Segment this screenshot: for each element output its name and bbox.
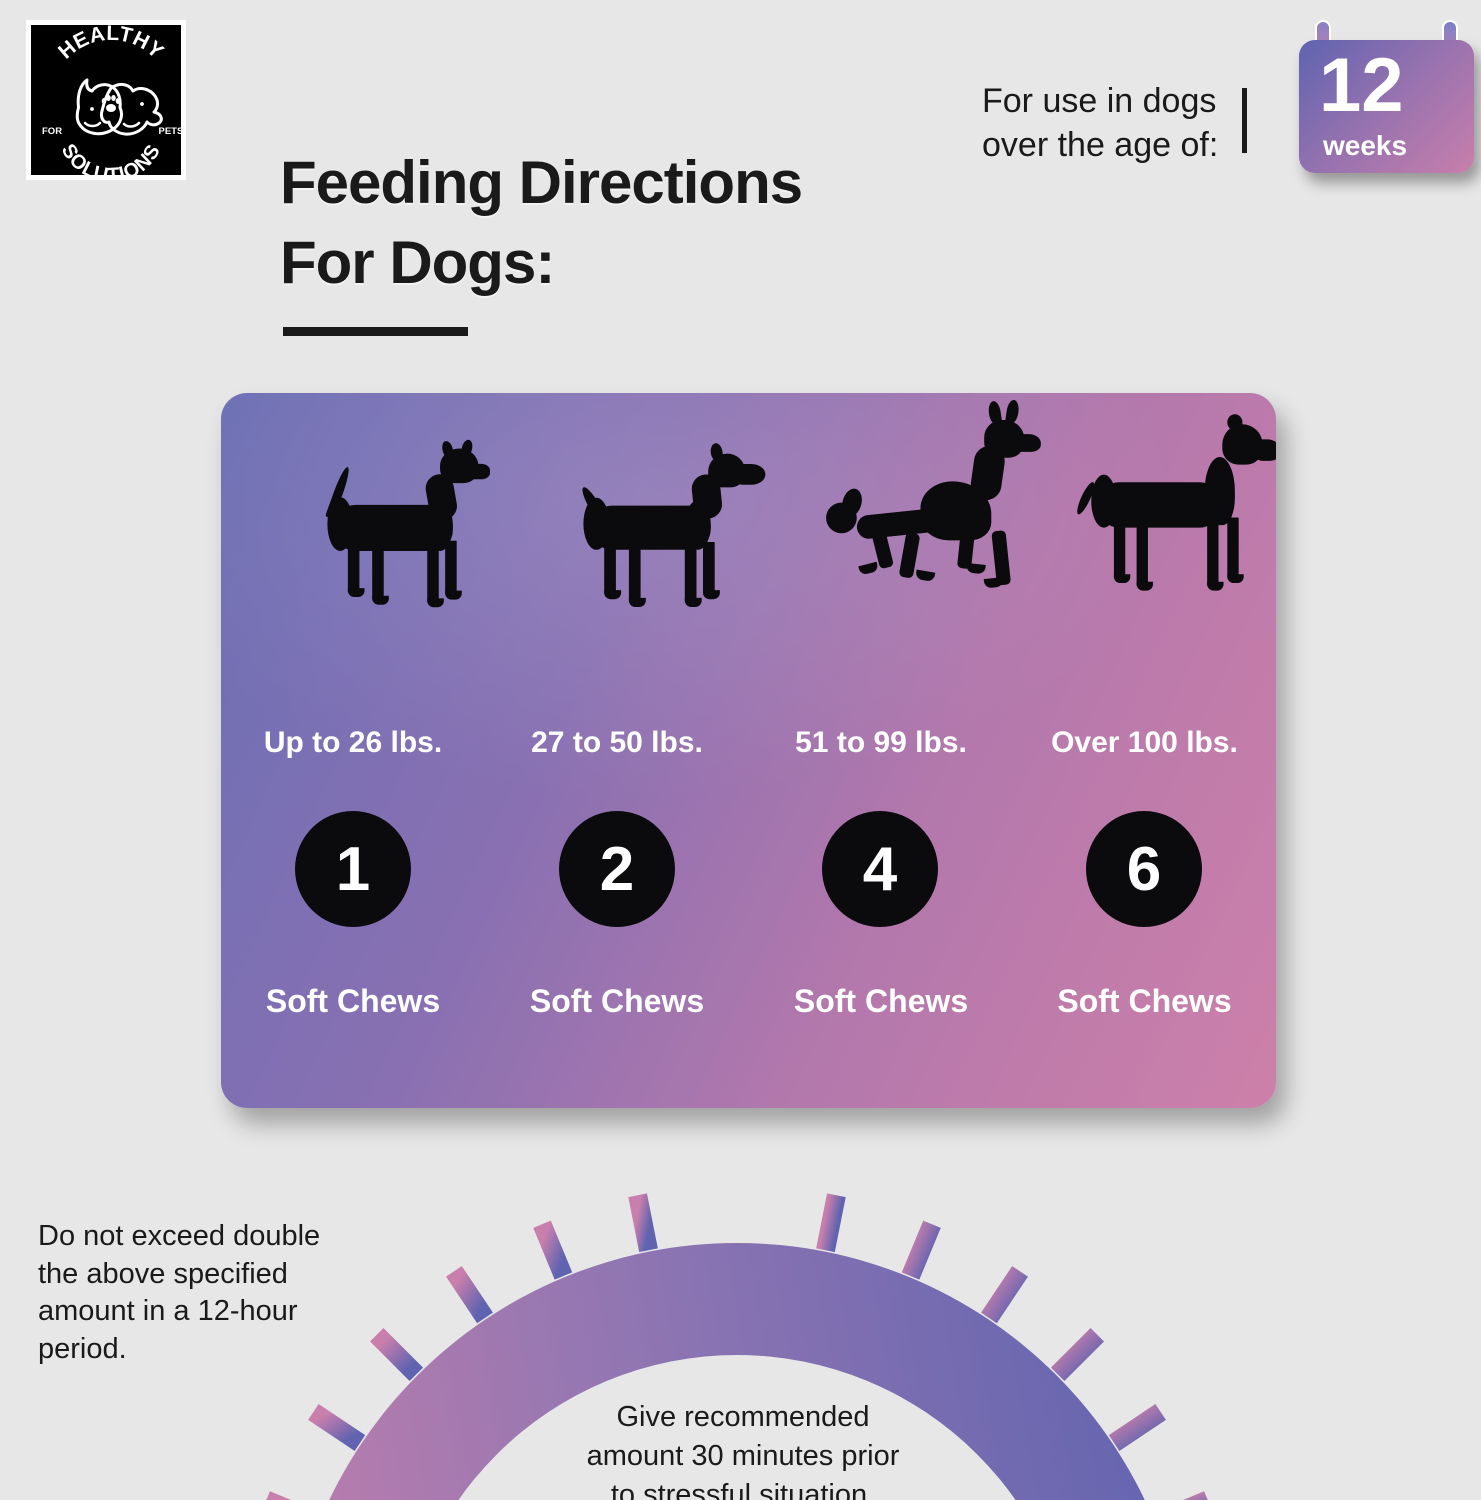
svg-text:FOR: FOR	[42, 126, 62, 137]
svg-text:SOLUTIONS: SOLUTIONS	[57, 140, 166, 180]
svg-text:HEALTHY: HEALTHY	[54, 25, 168, 64]
svg-text:PETS: PETS	[159, 126, 184, 137]
